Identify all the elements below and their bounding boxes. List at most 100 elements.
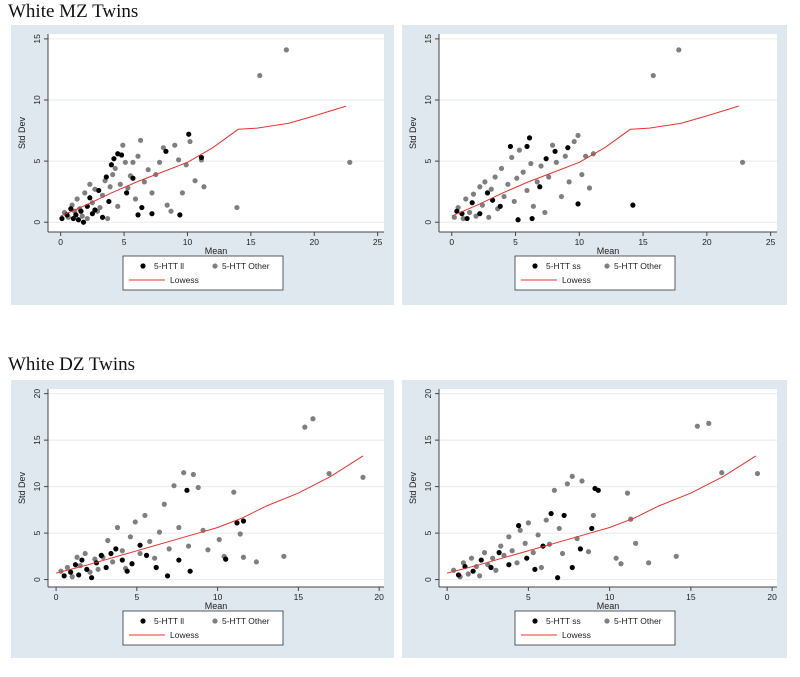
data-point-black	[561, 512, 567, 519]
data-point-grey	[528, 160, 534, 167]
data-point-grey	[110, 559, 116, 565]
data-point-grey	[97, 204, 103, 211]
data-point-black	[552, 148, 558, 154]
data-point-grey	[624, 490, 631, 496]
data-point-grey	[283, 47, 289, 53]
data-point-grey	[64, 564, 70, 571]
data-point-grey	[164, 202, 170, 208]
data-point-grey	[82, 550, 88, 557]
data-point-black	[575, 201, 581, 207]
y-tick-label: 5	[32, 158, 42, 163]
data-point-grey	[105, 537, 111, 544]
legend-marker-black	[140, 618, 146, 624]
data-point-grey	[514, 560, 520, 566]
data-point-black	[478, 557, 484, 563]
plot-area	[48, 389, 384, 587]
data-point-black	[176, 557, 182, 563]
data-point-grey	[216, 536, 222, 543]
data-point-grey	[553, 159, 559, 165]
data-point-grey	[185, 543, 192, 549]
data-point-grey	[195, 484, 201, 491]
data-point-black	[630, 202, 636, 208]
data-point-grey	[190, 471, 196, 478]
data-point-black	[184, 487, 190, 493]
plot-area	[439, 389, 777, 587]
legend-marker-grey	[212, 263, 218, 269]
data-point-grey	[650, 72, 656, 79]
data-point-grey	[74, 554, 80, 560]
data-point-grey	[347, 159, 353, 165]
data-point-grey	[569, 473, 575, 479]
data-point-black	[75, 217, 82, 223]
data-point-black	[68, 569, 74, 575]
data-point-black	[124, 190, 130, 196]
data-point-grey	[525, 520, 531, 526]
data-point-grey	[543, 517, 549, 523]
y-tick-label: 15	[32, 435, 42, 445]
section-title-dz: White DZ Twins	[8, 354, 136, 375]
data-point-grey	[538, 163, 544, 169]
data-point-black	[515, 217, 521, 223]
data-point-black	[469, 200, 475, 206]
data-point-grey	[137, 137, 144, 143]
data-point-black	[470, 568, 476, 574]
x-axis-label: Mean	[597, 246, 620, 256]
data-point-grey	[517, 527, 523, 533]
x-tick-label: 0	[54, 592, 59, 602]
data-point-grey	[473, 213, 479, 219]
legend: 5-HTT ss 5-HTT Other Lowess	[514, 255, 676, 291]
data-point-black	[70, 215, 76, 222]
chart-panel-mz-ll: 0 5 10 15 0 5 10 15 20 25 Mean Std Dev 5-HTT ll 5-HTT…	[11, 25, 394, 305]
data-point-grey	[488, 186, 494, 192]
data-point-grey	[310, 416, 316, 422]
data-point-grey	[562, 153, 568, 159]
data-point-black	[186, 131, 192, 137]
data-point-grey	[676, 47, 682, 53]
legend-label-grey: 5-HTT Other	[614, 261, 662, 271]
data-point-grey	[477, 184, 483, 190]
data-point-black	[68, 206, 74, 212]
data-point-black	[139, 204, 145, 211]
data-point-grey	[505, 181, 511, 187]
data-point-black	[464, 215, 470, 222]
data-point-grey	[84, 215, 90, 222]
data-point-black	[72, 562, 79, 568]
data-point-black	[164, 573, 171, 579]
data-point-grey	[160, 145, 166, 151]
data-point-grey	[171, 483, 177, 489]
x-tick-label: 0	[58, 237, 63, 247]
data-point-black	[113, 546, 119, 552]
data-point-grey	[534, 179, 540, 185]
data-point-black	[577, 546, 583, 552]
data-point-grey	[87, 181, 93, 187]
data-point-black	[80, 219, 87, 225]
data-point-black	[119, 557, 125, 563]
data-point-black	[543, 156, 549, 162]
legend-box	[514, 610, 676, 646]
data-point-black	[506, 562, 512, 568]
data-point-grey	[551, 487, 557, 493]
x-tick-label: 25	[373, 237, 383, 247]
data-point-grey	[522, 540, 528, 546]
data-point-grey	[326, 470, 332, 477]
data-point-grey	[110, 171, 116, 178]
data-point-grey	[104, 215, 111, 222]
data-point-black	[177, 212, 183, 218]
data-point-grey	[149, 190, 155, 196]
chart-panel-dz-ll: 0 5 10 15 20 0 5 10 15 20 Mean Std Dev 5-HTT ll 5-HTT…	[11, 380, 394, 658]
data-point-black	[129, 561, 135, 567]
data-point-black	[73, 212, 79, 218]
data-point-grey	[579, 478, 585, 484]
data-point-grey	[231, 489, 237, 495]
data-point-grey	[122, 159, 128, 165]
y-tick-label: 15	[423, 435, 433, 445]
data-point-black	[484, 190, 491, 196]
data-point-grey	[618, 561, 624, 567]
data-point-grey	[509, 548, 515, 554]
legend-label-black: 5-HTT ll	[154, 261, 184, 271]
data-point-black	[98, 552, 104, 558]
y-axis-label: Std Dev	[408, 471, 418, 504]
data-point-grey	[470, 191, 477, 197]
x-tick-label: 10	[183, 237, 193, 247]
